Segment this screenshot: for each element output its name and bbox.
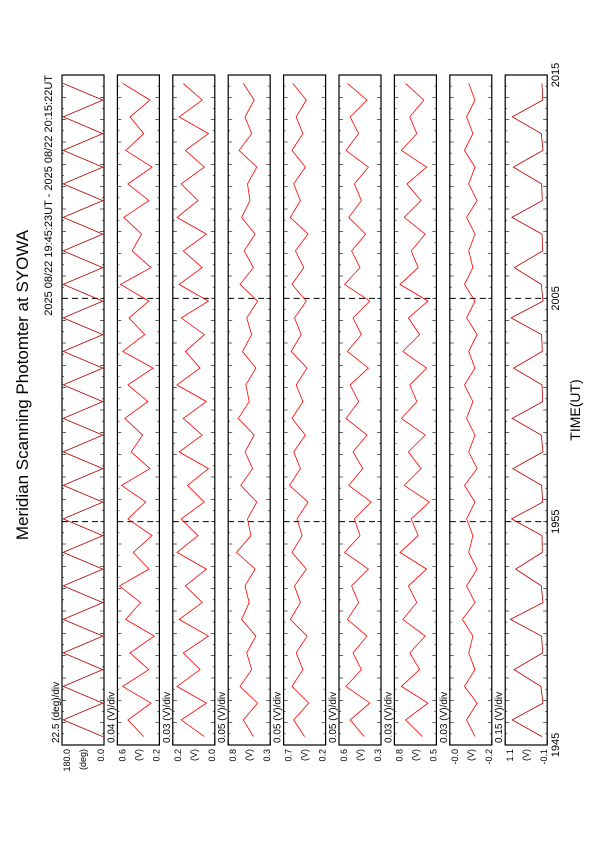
y-tick-label: 0.3 — [373, 749, 383, 762]
y-tick-label: 0.5 — [428, 749, 438, 762]
signal-line — [399, 83, 431, 737]
signal-line — [509, 83, 544, 737]
x-axis-label: TIME(UT) — [567, 379, 583, 440]
panel-frame — [338, 74, 382, 746]
unit-label: (V) — [244, 749, 254, 761]
panel-frame — [116, 74, 161, 746]
y-tick-label: -0.1 — [539, 749, 549, 765]
panel-frame — [393, 74, 437, 746]
y-tick-label: 0.2 — [318, 749, 328, 762]
x-tick-label: 1955 — [550, 509, 562, 533]
scale-label: 0.05 (V)/div — [217, 692, 228, 743]
scale-label: 0.03 (V)/div — [439, 692, 450, 743]
scale-label: 22.5 (deg)/div — [51, 682, 62, 743]
y-tick-label: 0.7 — [284, 749, 294, 762]
scale-label: 0.03 (V)/div — [162, 692, 173, 743]
subtitle: 2025 08/22 19:45:23UT - 2025 08/22 20:15… — [43, 75, 55, 316]
unit-label: (V) — [521, 749, 531, 761]
unit-label: (V) — [133, 749, 143, 761]
x-tick-label: 2015 — [550, 63, 562, 87]
y-tick-label: -0.2 — [484, 749, 494, 765]
scale-label: 0.05 (V)/div — [328, 692, 339, 743]
x-tick-label: 2005 — [550, 286, 562, 310]
rotated-chart: Meridian Scanning Photomter at SYOWA 202… — [13, 63, 583, 772]
y-tick-label: 0.6 — [339, 749, 349, 762]
panel-frame — [283, 74, 327, 746]
y-tick-label: 180.0 — [62, 749, 72, 772]
scale-label: 0.05 (V)/div — [273, 692, 284, 743]
y-tick-label: 0.0 — [207, 749, 217, 762]
signal-line — [343, 83, 372, 737]
y-tick-label: 1.1 — [505, 749, 515, 762]
panel-frame — [504, 74, 548, 746]
panel-frame — [227, 74, 271, 746]
signal-line — [118, 83, 155, 737]
title: Meridian Scanning Photomter at SYOWA — [13, 229, 32, 540]
signal-line — [288, 83, 310, 737]
y-tick-label: 0.2 — [151, 749, 161, 762]
unit-label: (V) — [466, 749, 476, 761]
unit-label: (V) — [189, 749, 199, 761]
y-tick-label: 0.2 — [173, 749, 183, 762]
y-tick-label: 0.8 — [228, 749, 238, 762]
panel-frame — [172, 74, 216, 746]
y-tick-label: 0.8 — [394, 749, 404, 762]
scale-label: 0.04 (V)/div — [106, 692, 117, 743]
scale-label: 0.03 (V)/div — [383, 692, 394, 743]
y-tick-label: 0.3 — [262, 749, 272, 762]
y-tick-label: -0.0 — [450, 749, 460, 765]
panel-frame — [449, 74, 493, 746]
unit-label: (V) — [410, 749, 420, 761]
y-tick-label: 0.6 — [117, 749, 127, 762]
signal-line — [176, 83, 210, 737]
signal-line — [461, 83, 478, 737]
x-tick-label: 1945 — [550, 733, 562, 757]
unit-label: (V) — [300, 749, 310, 761]
unit-label: (deg) — [78, 749, 88, 770]
scale-label: 0.15 (V)/div — [494, 692, 505, 743]
signal-line — [62, 83, 104, 737]
y-tick-label: 0.0 — [96, 749, 106, 762]
panel-frame — [61, 74, 105, 746]
unit-label: (V) — [355, 749, 365, 761]
signal-line — [236, 83, 259, 737]
